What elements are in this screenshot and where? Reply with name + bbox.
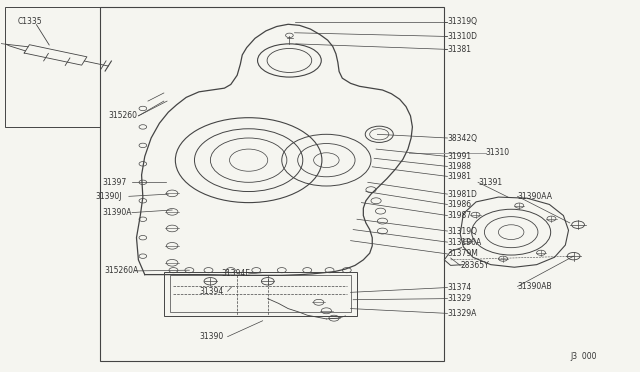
Text: 315260A: 315260A: [104, 266, 139, 275]
Text: 31319Q: 31319Q: [447, 227, 477, 235]
Text: 38342Q: 38342Q: [447, 134, 477, 142]
Text: 31390: 31390: [199, 332, 223, 341]
Text: 31988: 31988: [447, 162, 472, 171]
Text: 313190A: 313190A: [447, 238, 482, 247]
Bar: [4, 7, 100, 127]
Text: 31329: 31329: [447, 294, 472, 303]
Text: 31394: 31394: [199, 287, 223, 296]
Text: 31391: 31391: [478, 178, 502, 187]
Text: 31397: 31397: [102, 178, 126, 187]
Bar: [100, 7, 444, 361]
Text: 31986: 31986: [447, 200, 472, 209]
Text: 31981D: 31981D: [447, 190, 477, 199]
Bar: [164, 272, 357, 316]
Text: 31390J: 31390J: [96, 192, 122, 201]
Text: 31310: 31310: [486, 148, 510, 157]
Text: C1335: C1335: [17, 17, 42, 26]
Text: 31379M: 31379M: [447, 250, 478, 259]
Text: 28365Y: 28365Y: [460, 261, 489, 270]
Text: 315260: 315260: [108, 111, 138, 121]
Text: 31394E: 31394E: [221, 269, 250, 278]
Text: 31390AB: 31390AB: [518, 282, 552, 291]
Bar: [170, 275, 351, 311]
Text: 31390A: 31390A: [102, 208, 132, 217]
Text: 31981: 31981: [447, 172, 472, 181]
Text: 31390AA: 31390AA: [518, 192, 552, 201]
Text: 31381: 31381: [447, 45, 472, 54]
Text: 31310D: 31310D: [447, 32, 477, 41]
Text: 31374: 31374: [447, 283, 472, 292]
Text: J3  000: J3 000: [571, 352, 597, 361]
Text: 31319Q: 31319Q: [447, 17, 477, 26]
Text: 31329A: 31329A: [447, 309, 477, 318]
Text: 31991: 31991: [447, 152, 472, 161]
Text: 31987: 31987: [447, 211, 472, 220]
